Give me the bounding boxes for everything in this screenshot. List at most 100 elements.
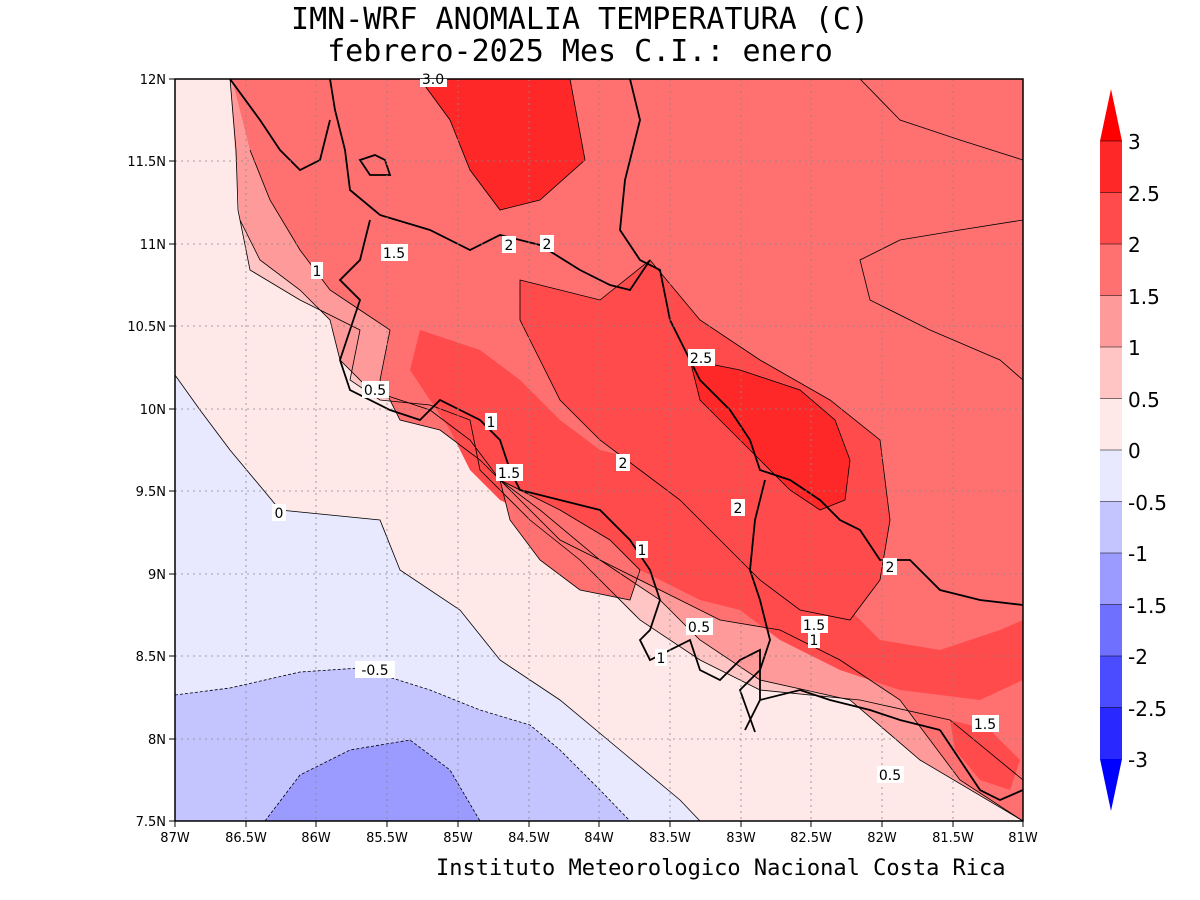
colorbar-segment xyxy=(1100,398,1122,451)
contour-label: 1.5 xyxy=(803,618,825,634)
fill-2.5-3 xyxy=(690,360,850,510)
colorbar-segment xyxy=(1100,141,1122,193)
colorbar: 3 2.5 2 1.5 1 0.5 0 -0.5 -1 -1.5 -2 -2.5… xyxy=(1100,89,1167,811)
colorbar-segment xyxy=(1100,553,1122,605)
contour-neg0.5 xyxy=(175,667,631,821)
colorbar-label: -2.5 xyxy=(1128,697,1167,721)
contour-0 xyxy=(175,374,701,821)
y-tick-label: 8N xyxy=(148,733,166,748)
colorbar-segment xyxy=(1100,244,1122,296)
colorbar-bottom-arrow xyxy=(1100,759,1122,811)
colorbar-labels: 3 2.5 2 1.5 1 0.5 0 -0.5 -1 -1.5 -2 -2.5… xyxy=(1128,130,1167,772)
x-tick-label: 82.5W xyxy=(790,831,832,846)
colorbar-label: -0.5 xyxy=(1128,491,1167,515)
colorbar-label: 1.5 xyxy=(1128,285,1160,309)
y-tick-label: 9.5N xyxy=(136,485,166,500)
y-tick-label: 9N xyxy=(148,568,166,583)
coastline-nw xyxy=(229,79,331,172)
contour-label: 2.5 xyxy=(690,351,712,367)
x-axis-labels: 87W 86.5W 86W 85.5W 85W 84.5W 84W 83.5W … xyxy=(160,831,1038,846)
colorbar-label: -1.5 xyxy=(1128,594,1167,618)
contour-label: 2 xyxy=(543,237,552,253)
x-tick-label: 85.5W xyxy=(366,831,408,846)
contour-label: 3.0 xyxy=(422,72,444,88)
colorbar-label: 3 xyxy=(1128,130,1141,154)
colorbar-segments xyxy=(1100,140,1122,760)
contour-label: 0.5 xyxy=(364,383,386,399)
colorbar-label: 0 xyxy=(1128,439,1141,463)
contour-label: 0.5 xyxy=(879,768,901,784)
y-axis-labels: 12N 11.5N 11N 10.5N 10N 9.5N 9N 8.5N 8N … xyxy=(127,73,166,830)
colorbar-label: 2.5 xyxy=(1128,182,1160,206)
contour-2.5-top xyxy=(419,79,586,211)
contour-pocket xyxy=(499,479,641,601)
colorbar-label: 2 xyxy=(1128,233,1141,257)
colorbar-segment xyxy=(1100,604,1122,657)
x-tick-label: 84W xyxy=(584,831,614,846)
coastline-caribbean xyxy=(619,79,1023,606)
contour-1.5-ne xyxy=(859,79,1023,161)
x-tick-label: 86.5W xyxy=(225,831,267,846)
fill-2-2.5-north xyxy=(520,260,890,620)
colorbar-segment xyxy=(1100,347,1122,399)
x-tick-label: 83W xyxy=(726,831,756,846)
y-tick-label: 7.5N xyxy=(136,815,166,830)
contour-label: -0.5 xyxy=(361,663,388,679)
footer-credit: Instituto Meteorologico Nacional Costa R… xyxy=(436,856,1006,881)
contour-label: 0 xyxy=(275,506,284,522)
contour-1-east xyxy=(859,219,1023,381)
contour-label: 1 xyxy=(313,264,322,280)
x-tick-label: 87W xyxy=(160,831,190,846)
y-tick-label: 12N xyxy=(140,73,166,88)
contour-label: 0.5 xyxy=(688,620,710,636)
colorbar-segment xyxy=(1100,192,1122,245)
coastline-southeast xyxy=(939,729,1023,801)
contour-label: 2 xyxy=(734,501,743,517)
contour-label: 1 xyxy=(657,651,666,667)
x-tick-label: 82W xyxy=(867,831,897,846)
contour-label: 1 xyxy=(810,633,819,649)
chart-title-line1: IMN-WRF ANOMALIA TEMPERATURA (C) xyxy=(291,2,869,37)
contour-2.5 xyxy=(689,359,851,511)
coastline-lake xyxy=(358,154,392,176)
colorbar-segment xyxy=(1100,295,1122,348)
colorbar-label: -1 xyxy=(1128,542,1148,566)
contour-label: 2 xyxy=(886,560,895,576)
contour-labels: 1.5 2 2 2.5 1 0.5 1 2 1.5 2 1 0 2 1.5 1 … xyxy=(272,72,999,784)
y-tick-label: 8.5N xyxy=(136,650,166,665)
border-costa-rica-panama xyxy=(738,479,771,733)
x-tick-label: 83.5W xyxy=(649,831,691,846)
x-tick-label: 85W xyxy=(443,831,473,846)
y-tick-label: 11.5N xyxy=(127,155,166,170)
y-tick-label: 11N xyxy=(140,238,166,253)
colorbar-label: 0.5 xyxy=(1128,388,1160,412)
fill-2.5-3-top xyxy=(420,79,585,210)
contour-2 xyxy=(519,259,891,621)
contour-label: 2 xyxy=(505,238,514,254)
colorbar-segment xyxy=(1100,656,1122,708)
contour-label: 1.5 xyxy=(974,717,996,733)
colorbar-segment xyxy=(1100,501,1122,554)
x-tick-label: 81.5W xyxy=(932,831,974,846)
colorbar-segment xyxy=(1100,707,1122,760)
fill-pocket-pacific xyxy=(500,480,640,600)
y-tick-label: 10.5N xyxy=(127,320,166,335)
colorbar-label: -2 xyxy=(1128,645,1148,669)
contour-label: 2 xyxy=(619,456,628,472)
colorbar-top-arrow xyxy=(1100,89,1122,141)
anomaly-fill-layer xyxy=(175,79,1023,821)
x-tick-label: 84.5W xyxy=(508,831,550,846)
x-tick-label: 81W xyxy=(1008,831,1038,846)
gridlines xyxy=(175,79,1023,821)
x-tick-label: 86W xyxy=(301,831,331,846)
coastline-nicaragua-lake xyxy=(329,79,651,292)
fill-pocket-southeast xyxy=(950,720,1020,790)
colorbar-label: -3 xyxy=(1128,748,1148,772)
colorbar-label: 1 xyxy=(1128,336,1141,360)
y-tick-label: 10N xyxy=(140,403,166,418)
fill-neg1.5-neg1 xyxy=(265,740,480,821)
contour-label: 1.5 xyxy=(498,466,520,482)
contour-label: 1 xyxy=(487,415,496,431)
contour-label: 1 xyxy=(638,543,647,559)
